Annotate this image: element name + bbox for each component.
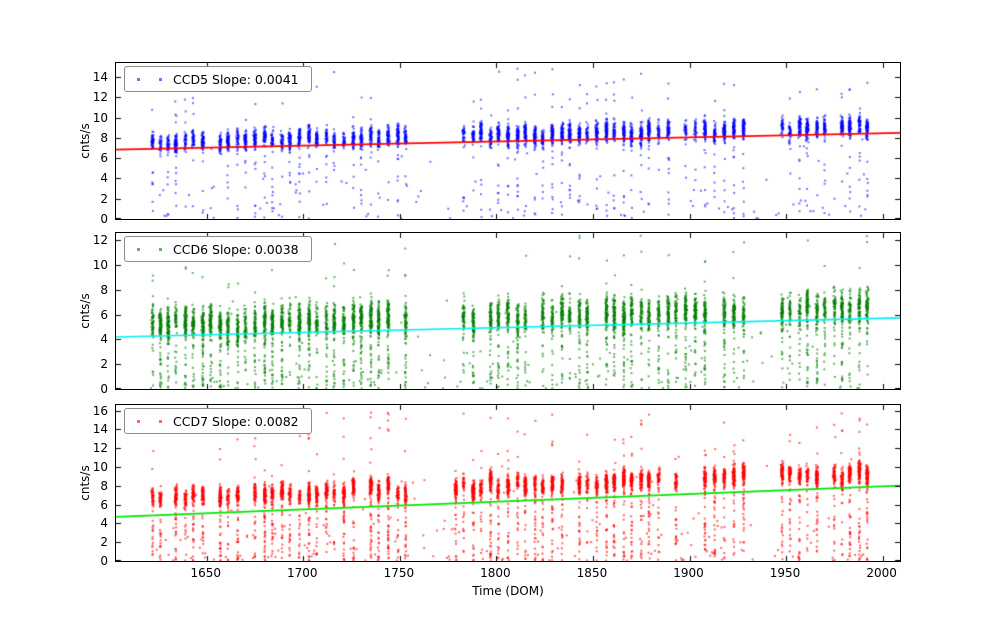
y-tick-label: 4 [100,332,108,347]
x-tick-label: 1850 [576,566,608,580]
y-tick-label: 0 [100,212,108,226]
y-tick-label: 8 [100,478,108,493]
legend-ccd5: CCD5 Slope: 0.0041 [124,66,312,92]
y-tick-label: 2 [100,191,108,206]
y-axis-label-ccd7: cnts/s [78,465,92,501]
x-tick-label: 2000 [866,566,897,580]
y-tick-label: 14 [92,422,108,437]
y-tick-label: 10 [92,110,108,125]
x-axis-label: Time (DOM) [472,584,544,598]
panel-ccd7: 0 2 4 6 8 10 12 14 16 cnts/s CCD7 Slope: 0.0082 [78,404,901,568]
y-tick-label: 10 [92,258,108,273]
x-tick-label: 1800 [480,566,511,580]
legend-ccd6: CCD6 Slope: 0.0038 [124,236,312,262]
panel-ccd5: 0 2 4 6 8 10 12 14 cnts/s CCD5 Slope: 0.0041 [78,62,901,226]
y-tick-label: 14 [92,70,108,85]
y-tick-label: 0 [100,554,108,568]
legend-label: CCD6 Slope: 0.0038 [173,241,299,257]
y-tick-label: 4 [100,516,108,531]
y-tick-label: 12 [92,233,108,248]
x-tick-label: 1900 [673,566,704,580]
legend-label: CCD7 Slope: 0.0082 [173,413,299,429]
legend-ccd7: CCD7 Slope: 0.0082 [124,408,312,434]
y-tick-label: 12 [92,441,108,456]
y-tick-label: 0 [100,382,108,396]
x-tick-label: 1950 [769,566,801,580]
y-tick-label: 6 [100,307,108,322]
x-tick-label: 1650 [190,566,222,580]
y-tick-labels-ccd7: 0 2 4 6 8 10 12 14 16 [66,403,108,568]
x-tick-label: 1750 [383,566,415,580]
y-tick-labels-ccd5: 0 2 4 6 8 10 12 14 [66,63,108,226]
y-tick-label: 16 [92,403,108,418]
legend-label: CCD5 Slope: 0.0041 [173,71,299,87]
y-tick-label: 10 [92,460,108,475]
y-axis-label-ccd5: cnts/s [78,123,92,159]
legend-marker-icon [137,247,140,251]
legend-marker-icon [137,77,140,81]
y-tick-label: 2 [100,535,108,550]
y-tick-label: 2 [100,357,108,372]
y-tick-label: 8 [100,282,108,297]
x-tick-label: 1700 [287,566,318,580]
y-tick-label: 6 [100,497,108,512]
legend-marker-icon [137,419,140,423]
legend-marker-icon [159,419,162,423]
y-tick-label: 6 [100,151,108,166]
y-tick-label: 8 [100,130,108,145]
x-tick-labels: 1650 1700 1750 1800 1850 1900 1950 2000 [115,566,901,582]
y-tick-label: 4 [100,171,108,186]
y-tick-labels-ccd6: 0 2 4 6 8 10 12 [66,233,108,396]
panel-ccd6: 0 2 4 6 8 10 12 cnts/s CCD6 Slope: 0.0038 [78,232,901,396]
legend-marker-icon [159,77,162,81]
legend-marker-icon [159,247,162,251]
y-tick-label: 12 [92,90,108,105]
y-axis-label-ccd6: cnts/s [78,293,92,329]
